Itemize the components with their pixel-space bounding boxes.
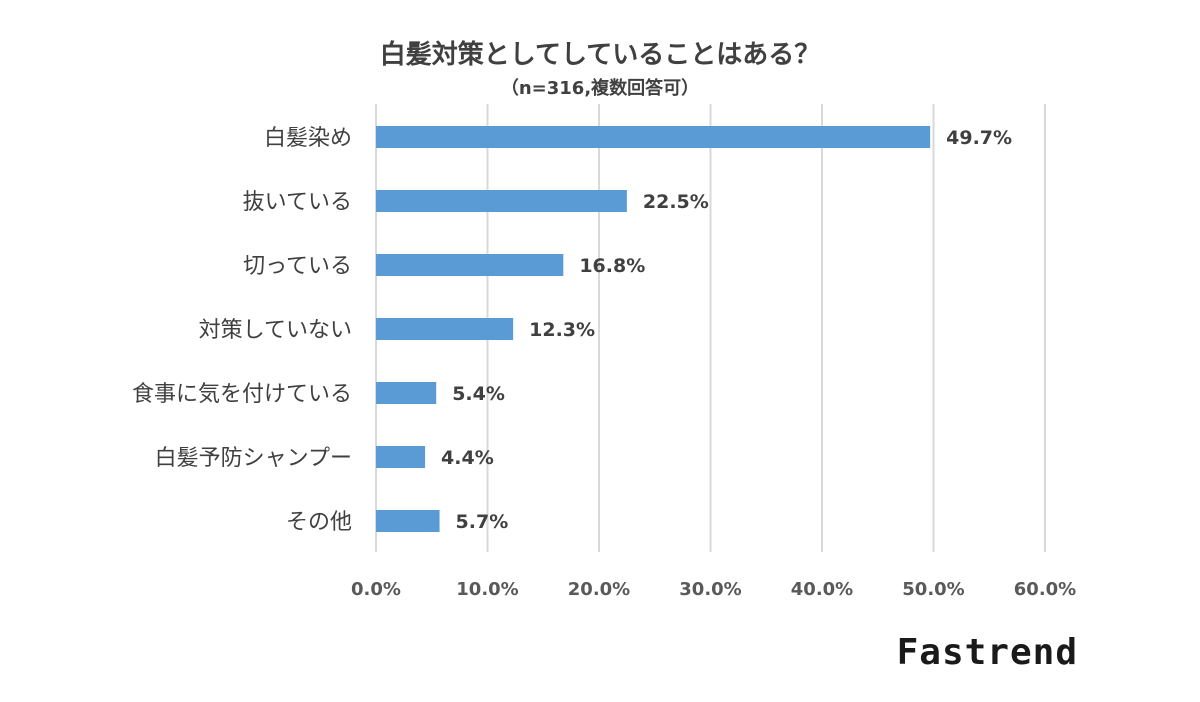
value-label-1: 22.5% <box>643 191 709 213</box>
category-label-6: その他 <box>286 510 352 535</box>
brand-logo: Fastrend <box>896 632 1078 673</box>
bar-5 <box>376 446 426 468</box>
category-label-5: 白髪予防シャンプー <box>155 446 352 471</box>
chart-title: 白髪対策としてしていることはある？ <box>379 40 821 70</box>
chart-subtitle: （n=316,複数回答可） <box>500 78 700 99</box>
category-label-4: 食事に気を付けている <box>132 382 352 407</box>
value-label-6: 5.7% <box>456 511 509 533</box>
category-label-3: 対策していない <box>199 318 352 343</box>
bar-0 <box>376 126 931 148</box>
value-label-2: 16.8% <box>579 255 645 277</box>
value-label-4: 5.4% <box>452 383 505 405</box>
x-tick-label-3: 30.0% <box>679 579 741 600</box>
value-label-3: 12.3% <box>529 319 595 341</box>
x-tick-label-5: 50.0% <box>902 579 964 600</box>
x-tick-label-6: 60.0% <box>1014 579 1076 600</box>
x-tick-label-1: 10.0% <box>456 579 518 600</box>
bar-1 <box>376 190 627 212</box>
category-label-0: 白髪染め <box>264 126 352 151</box>
x-tick-label-0: 0.0% <box>351 579 401 600</box>
bar-2 <box>376 254 564 276</box>
bar-6 <box>376 510 440 532</box>
value-label-5: 4.4% <box>441 447 494 469</box>
x-tick-label-4: 40.0% <box>791 579 853 600</box>
x-tick-label-2: 20.0% <box>568 579 630 600</box>
category-label-2: 切っている <box>243 254 352 279</box>
value-label-0: 49.7% <box>946 127 1012 149</box>
category-label-1: 抜いている <box>243 190 352 215</box>
bar-3 <box>376 318 514 340</box>
bar-4 <box>376 382 437 404</box>
